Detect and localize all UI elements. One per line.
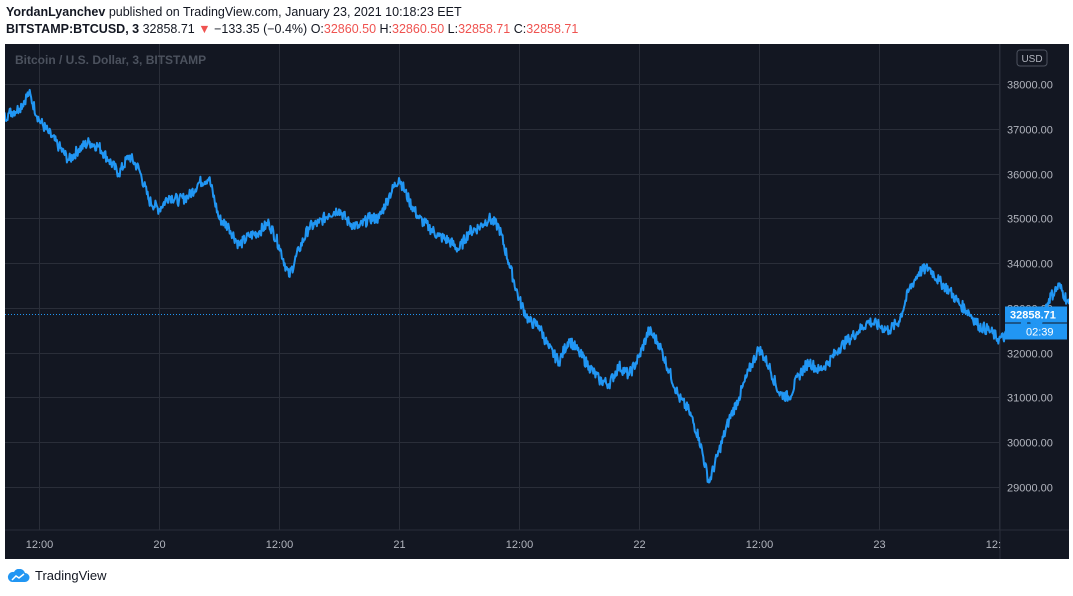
- x-tick-label: 12:00: [266, 539, 294, 551]
- y-tick-label: 36000.00: [1007, 170, 1053, 182]
- currency-badge: [1016, 49, 1048, 67]
- tradingview-cloud-icon: [7, 568, 30, 582]
- high-value: 32860.50: [392, 22, 445, 36]
- x-tick-label: 12:00: [26, 539, 54, 551]
- chart-title: Bitcoin / U.S. Dollar, 3, BITSTAMP: [15, 53, 206, 67]
- down-arrow-icon: ▼: [198, 22, 211, 36]
- open-value: 32860.50: [323, 22, 377, 36]
- x-tick-label: 20: [153, 539, 165, 551]
- y-tick-label: 35000.00: [1007, 214, 1053, 226]
- y-tick-label: 31000.00: [1007, 393, 1053, 405]
- y-tick-label: 32000.00: [1007, 349, 1053, 361]
- y-tick-label: 30000.00: [1007, 438, 1053, 450]
- close-label: C:: [513, 22, 527, 36]
- close-value: 32858.71: [526, 22, 579, 36]
- open-label: O:: [310, 22, 324, 36]
- ohlc-line: BITSTAMP:BTCUSD, 3 32858.71 ▼ −133.35 (−…: [6, 22, 578, 36]
- x-tick-label: 12:00: [746, 539, 774, 551]
- y-tick-label: 38000.00: [1007, 80, 1053, 92]
- high-label: H:: [379, 22, 393, 36]
- currency-label: USD: [1021, 54, 1042, 65]
- y-tick-label: 34000.00: [1007, 259, 1053, 271]
- y-tick-label: 29000.00: [1007, 483, 1053, 495]
- price-change: −133.35 (−0.4%): [214, 22, 308, 36]
- x-tick-label: 12:00: [506, 539, 534, 551]
- countdown-label: 02:39: [1026, 327, 1054, 339]
- symbol-name: BITSTAMP:BTCUSD, 3: [6, 22, 140, 36]
- price-chart[interactable]: 29000.0030000.0031000.0032000.0033000.00…: [5, 44, 1069, 559]
- axis-corner: [1001, 531, 1069, 559]
- chart-background: [5, 44, 1069, 559]
- tradingview-brand[interactable]: TradingView: [35, 568, 107, 583]
- publish-line: YordanLyanchev published on TradingView.…: [6, 5, 462, 19]
- current-price-tag: [1005, 306, 1067, 323]
- last-price: 32858.71: [142, 22, 195, 36]
- x-tick-label: 22: [633, 539, 645, 551]
- current-price-label: 32858.71: [1010, 310, 1056, 322]
- x-tick-label: 23: [873, 539, 885, 551]
- x-tick-label: 21: [393, 539, 405, 551]
- y-tick-label: 37000.00: [1007, 125, 1053, 137]
- chart-container[interactable]: 29000.0030000.0031000.0032000.0033000.00…: [5, 44, 1069, 559]
- countdown-tag: [1005, 323, 1067, 340]
- low-value: 32858.71: [458, 22, 511, 36]
- footer-branding: TradingView: [6, 568, 107, 583]
- series-line-btcusd: [5, 88, 1069, 484]
- low-label: L:: [447, 22, 459, 36]
- author-name[interactable]: YordanLyanchev: [6, 5, 106, 19]
- published-info: published on TradingView.com, January 23…: [108, 5, 462, 19]
